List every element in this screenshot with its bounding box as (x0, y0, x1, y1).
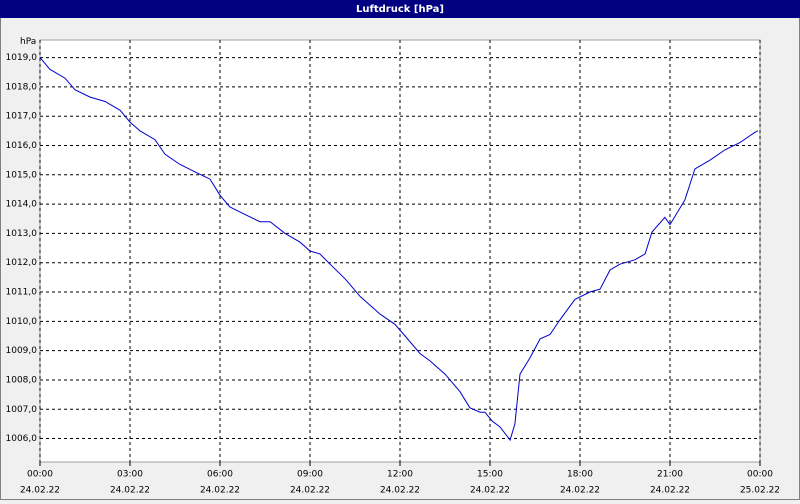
chart-title: Luftdruck [hPa] (356, 4, 444, 15)
x-tick-date: 24.02.22 (20, 486, 60, 496)
x-tick-date: 24.02.22 (380, 486, 420, 496)
title-bar (0, 0, 800, 18)
y-tick-label: 1018,0 (6, 82, 38, 92)
x-tick-label: 21:00 (657, 470, 683, 480)
y-tick-label: 1012,0 (6, 258, 38, 268)
y-tick-label: 1008,0 (6, 375, 38, 385)
x-tick-label: 00:00 (27, 470, 53, 480)
x-tick-label: 15:00 (477, 470, 503, 480)
x-tick-date: 25.02.22 (740, 486, 780, 496)
x-tick-label: 12:00 (387, 470, 413, 480)
y-tick-label: 1015,0 (6, 170, 38, 180)
y-tick-label: 1006,0 (6, 434, 38, 444)
x-tick-date: 24.02.22 (110, 486, 150, 496)
x-tick-label: 18:00 (567, 470, 593, 480)
x-tick-date: 24.02.22 (560, 486, 600, 496)
y-unit: hPa (20, 37, 36, 47)
y-tick-label: 1019,0 (6, 53, 38, 63)
y-tick-label: 1016,0 (6, 141, 38, 151)
x-tick-date: 24.02.22 (290, 486, 330, 496)
x-tick-label: 09:00 (297, 470, 323, 480)
x-tick-date: 24.02.22 (650, 486, 690, 496)
y-tick-label: 1014,0 (6, 200, 38, 210)
y-tick-label: 1007,0 (6, 405, 38, 415)
y-tick-label: 1009,0 (6, 346, 38, 356)
y-tick-label: 1017,0 (6, 112, 38, 122)
y-tick-label: 1013,0 (6, 229, 38, 239)
x-tick-label: 00:00 (747, 470, 773, 480)
x-tick-label: 03:00 (117, 470, 143, 480)
x-tick-date: 24.02.22 (470, 486, 510, 496)
data-line (39, 57, 759, 442)
x-tick-label: 06:00 (207, 470, 233, 480)
y-tick-label: 1010,0 (6, 317, 38, 327)
x-tick-date: 24.02.22 (200, 486, 240, 496)
y-tick-label: 1011,0 (6, 288, 38, 298)
